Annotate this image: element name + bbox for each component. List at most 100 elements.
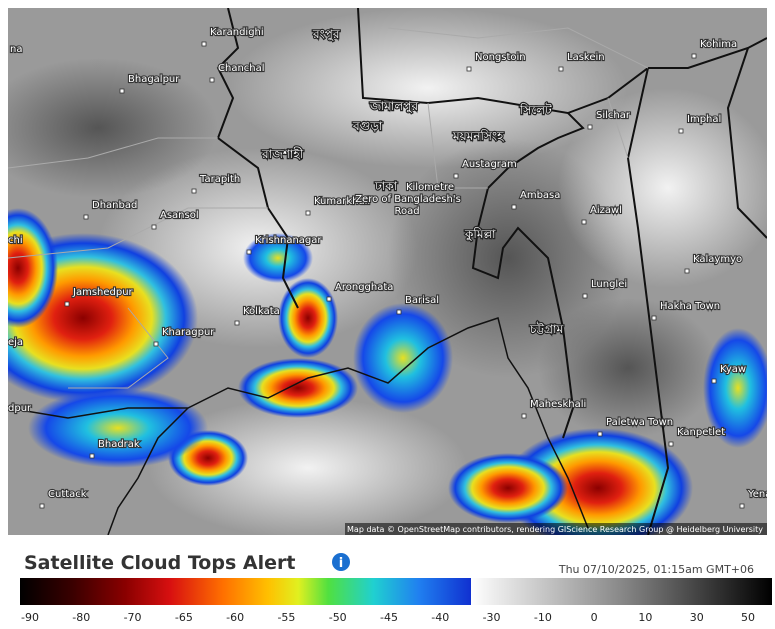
place-dot bbox=[521, 413, 527, 419]
place-dot bbox=[582, 293, 588, 299]
colorbar-tick-label: -80 bbox=[72, 611, 90, 624]
place-label-bengali: সিলেট bbox=[519, 103, 552, 117]
colorbar bbox=[20, 578, 772, 605]
place-dot bbox=[453, 173, 459, 179]
place-label: eja bbox=[8, 337, 23, 348]
place-label: Ambasa bbox=[520, 190, 560, 201]
place-dot bbox=[581, 219, 587, 225]
place-label: Barisal bbox=[405, 295, 439, 306]
place-label: Arongghata bbox=[335, 282, 393, 293]
place-label: Kalaymyo bbox=[693, 254, 742, 265]
place-dot bbox=[511, 204, 517, 210]
place-label-bengali: বগুড়া bbox=[352, 119, 383, 133]
place-dot bbox=[711, 378, 717, 384]
timestamp: Thu 07/10/2025, 01:15am GMT+06 bbox=[558, 563, 754, 576]
colorbar-tick-label: 50 bbox=[741, 611, 755, 624]
place-label: Aizawl bbox=[590, 205, 622, 216]
place-label: Kharagpur bbox=[162, 327, 215, 338]
place-label: Kyaw bbox=[720, 364, 746, 375]
place-dot bbox=[234, 320, 240, 326]
place-dot bbox=[39, 503, 45, 509]
attribution: Map data © OpenStreetMap contributors, r… bbox=[347, 525, 763, 534]
map[interactable]: Map data © OpenStreetMap contributors, r… bbox=[8, 8, 767, 535]
place-dot bbox=[209, 77, 215, 83]
place-dot bbox=[201, 41, 207, 47]
place-dot bbox=[83, 214, 89, 220]
place-dot bbox=[668, 441, 674, 447]
place-dot bbox=[558, 66, 564, 72]
place-label: Silchar bbox=[596, 110, 631, 121]
place-label: Krishnanagar bbox=[255, 235, 322, 246]
place-dot bbox=[691, 53, 697, 59]
colorbar-tick-label: -10 bbox=[534, 611, 552, 624]
place-dot bbox=[739, 503, 745, 509]
colorbar-tick-label: -45 bbox=[380, 611, 398, 624]
place-label: Hakha Town bbox=[660, 301, 720, 312]
place-dot bbox=[587, 124, 593, 130]
place-dot bbox=[64, 301, 70, 307]
colorbar-tick-label: -55 bbox=[277, 611, 295, 624]
place-label: Jamshedpur bbox=[72, 287, 134, 298]
colorbar-tick-label: -70 bbox=[124, 611, 142, 624]
place-dot bbox=[326, 296, 332, 302]
place-label-bengali: রংপুর bbox=[312, 27, 340, 42]
place-dot bbox=[89, 453, 95, 459]
place-label: Asansol bbox=[160, 210, 199, 221]
place-label: Chanchal bbox=[218, 63, 265, 74]
place-dot bbox=[305, 210, 311, 216]
place-label-bengali: জামালপুর bbox=[369, 99, 418, 114]
colorbar-tick-label: 0 bbox=[591, 611, 598, 624]
info-icon[interactable] bbox=[332, 553, 350, 571]
place-label: Austagram bbox=[462, 159, 517, 170]
place-label: Dhanbad bbox=[92, 200, 137, 211]
legend: Satellite Cloud Tops Alert i Thu 07/10/2… bbox=[20, 552, 772, 624]
colorbar-tick-label: -40 bbox=[431, 611, 449, 624]
place-label: na bbox=[10, 44, 22, 55]
place-label: Yenang bbox=[747, 489, 767, 500]
attribution-bg bbox=[345, 523, 767, 535]
place-label: Maheskhali bbox=[530, 399, 586, 410]
coastline bbox=[107, 407, 189, 535]
colorbar-tick-label: -60 bbox=[226, 611, 244, 624]
colorbar-tick-label: -90 bbox=[21, 611, 39, 624]
place-label: Road bbox=[394, 206, 419, 217]
colorbar-tick-label: -65 bbox=[175, 611, 193, 624]
place-label: Imphal bbox=[687, 114, 721, 125]
place-label: Zero of Bangladesh's bbox=[355, 194, 461, 205]
place-label: Kanpetlet bbox=[677, 427, 725, 438]
place-label-bengali: ঢাকা bbox=[374, 179, 398, 193]
place-dot bbox=[119, 88, 125, 94]
colorbar-tick-label: -30 bbox=[483, 611, 501, 624]
place-dot bbox=[153, 341, 159, 347]
place-dot bbox=[651, 315, 657, 321]
place-label: Kohima bbox=[700, 39, 737, 50]
place-dot bbox=[684, 268, 690, 274]
colorbar-tick-label: -50 bbox=[329, 611, 347, 624]
colorbar-tick-label: 30 bbox=[690, 611, 704, 624]
place-label: Tarapith bbox=[199, 174, 240, 185]
place-label: Paletwa Town bbox=[606, 417, 673, 428]
place-label-bengali: কুমিল্লা bbox=[464, 227, 496, 242]
place-label: dpur bbox=[8, 403, 32, 414]
colorbar-tick-label: 10 bbox=[638, 611, 652, 624]
colorbar-ticks: -90 -80 -70 -65 -60 -55 -50 -45 -40 -30 -10 0 10 30 50 bbox=[21, 611, 755, 624]
legend-title: Satellite Cloud Tops Alert bbox=[24, 552, 295, 574]
place-label-bengali: চট্টগ্রাম bbox=[529, 322, 564, 336]
place-label: Cuttack bbox=[48, 489, 87, 500]
place-dot bbox=[191, 188, 197, 194]
place-label-bengali: ময়মনসিংহ bbox=[452, 129, 504, 143]
place-label: Bhadrak bbox=[98, 439, 140, 450]
place-dot bbox=[396, 309, 402, 315]
place-label: Bhagalpur bbox=[128, 74, 180, 85]
place-dot bbox=[151, 224, 157, 230]
place-label-bengali: রাজশাহী bbox=[261, 147, 304, 161]
place-label: Nongstoin bbox=[475, 52, 526, 63]
place-label: Karandighi bbox=[210, 27, 264, 38]
place-label: Laskein bbox=[567, 52, 605, 63]
place-label: Kumarkhali bbox=[314, 196, 370, 207]
place-dot bbox=[246, 249, 252, 255]
place-dot bbox=[678, 128, 684, 134]
info-icon-text[interactable]: i bbox=[339, 556, 343, 571]
place-label: Kilometre bbox=[406, 182, 454, 193]
place-label: Kolkata bbox=[243, 306, 280, 317]
